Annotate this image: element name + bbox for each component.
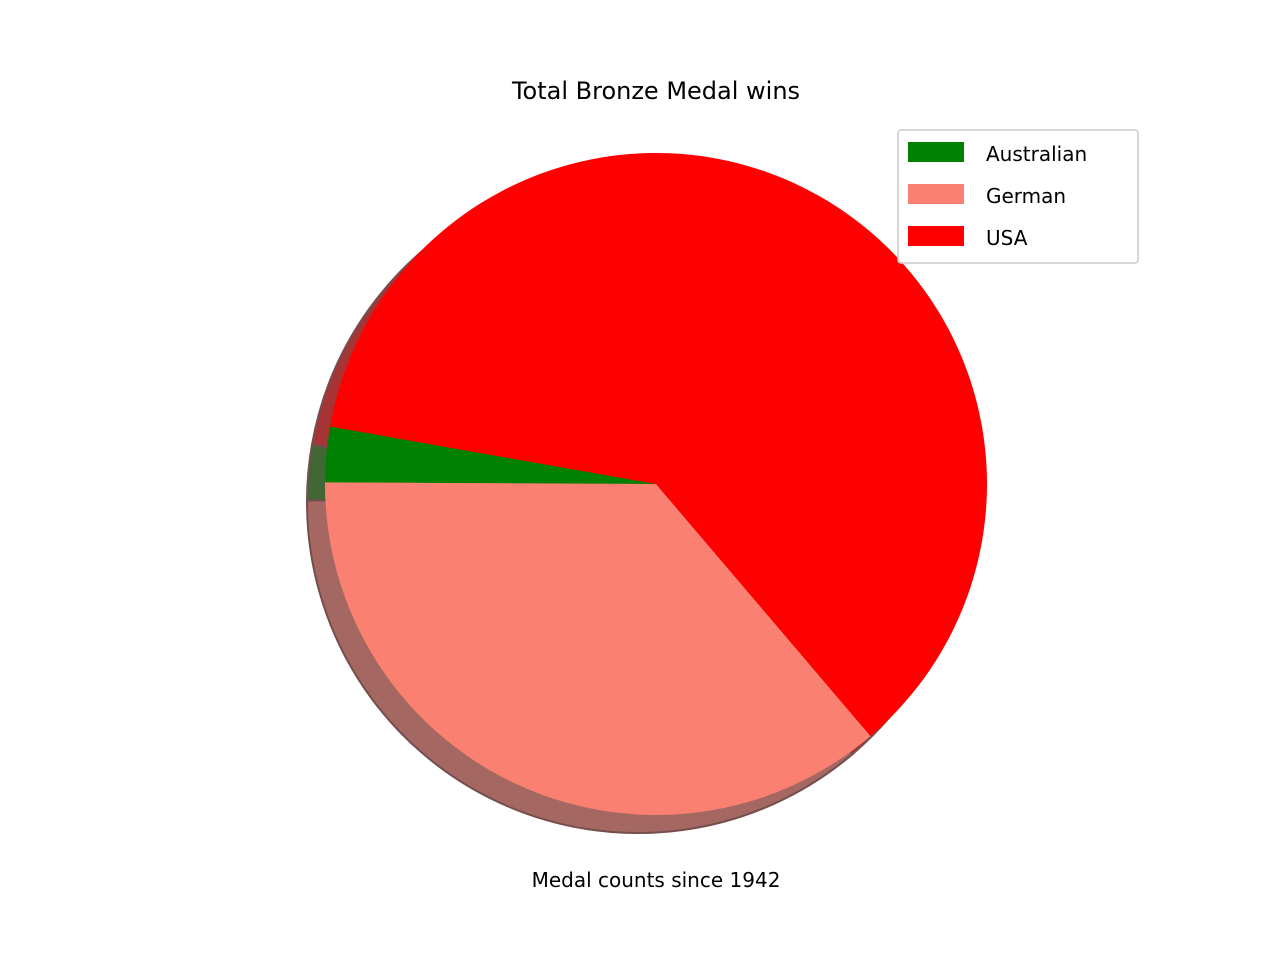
pie-slices (324, 153, 988, 816)
legend-label-usa: USA (986, 226, 1028, 250)
chart-title: Total Bronze Medal wins (511, 77, 800, 105)
legend: Australian German USA (897, 129, 1139, 264)
x-axis-label: Medal counts since 1942 (532, 868, 781, 892)
pie-slice-german (324, 482, 871, 816)
legend-label-australian: Australian (986, 142, 1087, 166)
legend-swatch-german (908, 184, 964, 204)
legend-items: Australian German USA (908, 142, 1087, 250)
legend-label-german: German (986, 184, 1066, 208)
pie-slice-australian (325, 426, 656, 484)
legend-swatch-usa (908, 226, 964, 246)
legend-swatch-australian (908, 142, 964, 162)
pie-slice-usa (330, 153, 988, 737)
